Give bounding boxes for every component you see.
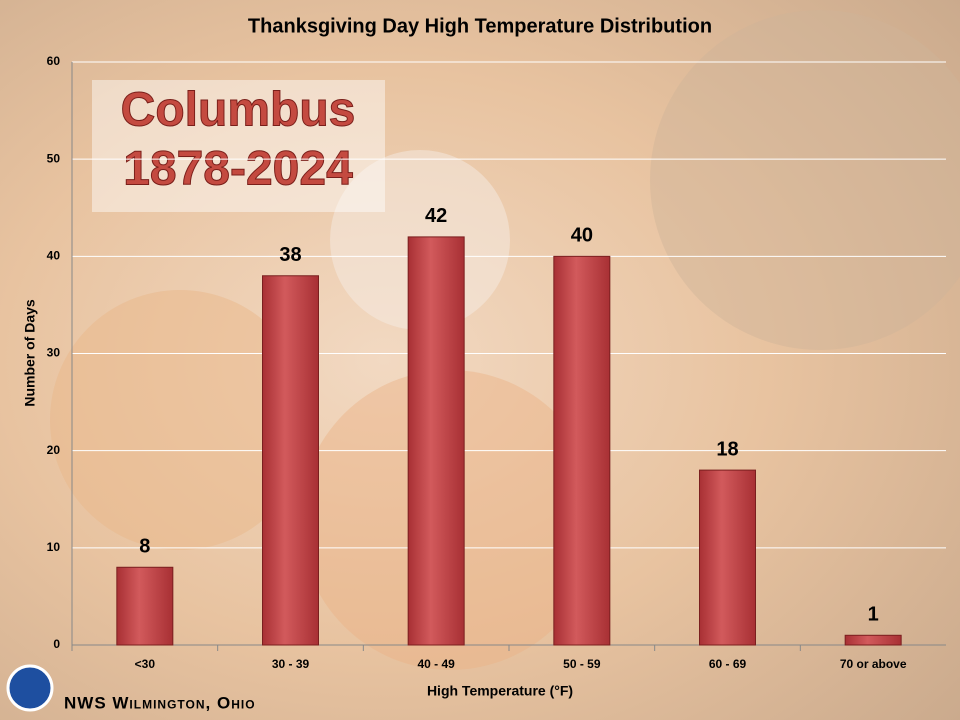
data-label: 38 xyxy=(279,244,301,266)
bar xyxy=(407,236,465,646)
x-tick-label: 30 - 39 xyxy=(272,657,310,671)
y-tick-label: 50 xyxy=(47,151,61,165)
data-label: 1 xyxy=(868,604,879,626)
x-tick-label: 60 - 69 xyxy=(709,657,747,671)
y-tick-label: 40 xyxy=(47,249,61,263)
chart-title: Thanksgiving Day High Temperature Distri… xyxy=(248,15,712,37)
bar xyxy=(844,634,902,646)
x-tick-label: <30 xyxy=(135,657,156,671)
data-label: 40 xyxy=(571,225,593,247)
y-tick-label: 0 xyxy=(53,637,60,651)
x-tick-label: 70 or above xyxy=(840,657,907,671)
data-label: 8 xyxy=(139,536,150,558)
annotation: Columbus xyxy=(121,84,356,137)
x-axis-label: High Temperature (°F) xyxy=(427,683,573,699)
decor xyxy=(650,10,960,350)
data-label: 18 xyxy=(716,438,738,460)
annotation-box xyxy=(92,80,385,212)
bar xyxy=(699,469,756,646)
bar xyxy=(262,275,319,646)
y-tick-label: 10 xyxy=(47,540,61,554)
decor xyxy=(50,290,310,550)
annotation: 1878-2024 xyxy=(123,143,353,196)
bar xyxy=(553,255,611,646)
footer: NWS Wilmington, Ohio xyxy=(64,693,256,712)
y-tick-label: 60 xyxy=(47,54,61,68)
y-tick-label: 30 xyxy=(47,346,61,360)
logo xyxy=(6,664,54,712)
data-label: 42 xyxy=(425,205,447,227)
x-tick-label: 50 - 59 xyxy=(563,657,601,671)
bar xyxy=(116,566,174,646)
x-tick-label: 40 - 49 xyxy=(417,657,455,671)
y-tick-label: 20 xyxy=(47,443,61,457)
y-axis-label: Number of Days xyxy=(22,299,38,407)
